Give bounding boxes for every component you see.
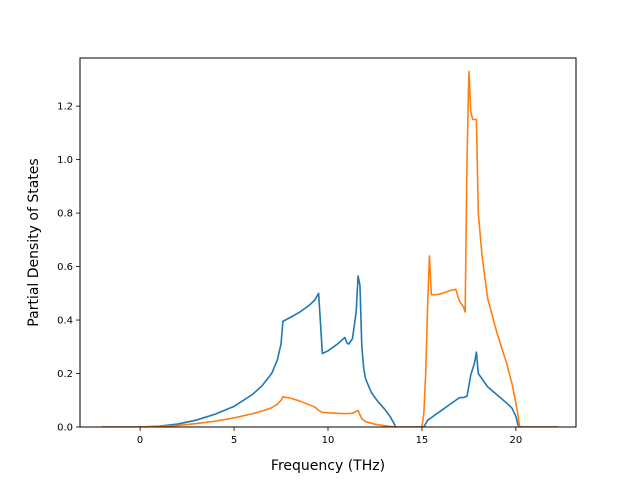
x-tick-label: 20: [510, 435, 523, 446]
y-tick-label: 0.2: [57, 369, 73, 380]
y-tick-label: 0.6: [57, 262, 73, 273]
y-tick-label: 0.8: [57, 209, 73, 220]
y-tick-label: 0.0: [57, 423, 73, 434]
series-line-1: [101, 275, 559, 427]
x-tick-label: 15: [416, 435, 429, 446]
series-lines: [101, 70, 559, 427]
x-axis-label: Frequency (THz): [271, 458, 385, 474]
x-tick-label: 10: [322, 435, 335, 446]
plot-frame: [79, 57, 577, 428]
y-tick-label: 1.2: [57, 102, 73, 113]
x-tick-label: 0: [137, 435, 143, 446]
series-line-2: [101, 70, 559, 427]
y-axis-label: Partial Density of States: [26, 158, 42, 326]
y-axis-ticks: 0.0 0.2 0.4 0.6 0.8 1.0 1.2: [57, 102, 80, 434]
x-tick-label: 5: [231, 435, 237, 446]
y-tick-label: 0.4: [57, 316, 73, 327]
x-axis-ticks: 0 5 10 15 20: [137, 427, 522, 446]
y-tick-label: 1.0: [57, 155, 73, 166]
